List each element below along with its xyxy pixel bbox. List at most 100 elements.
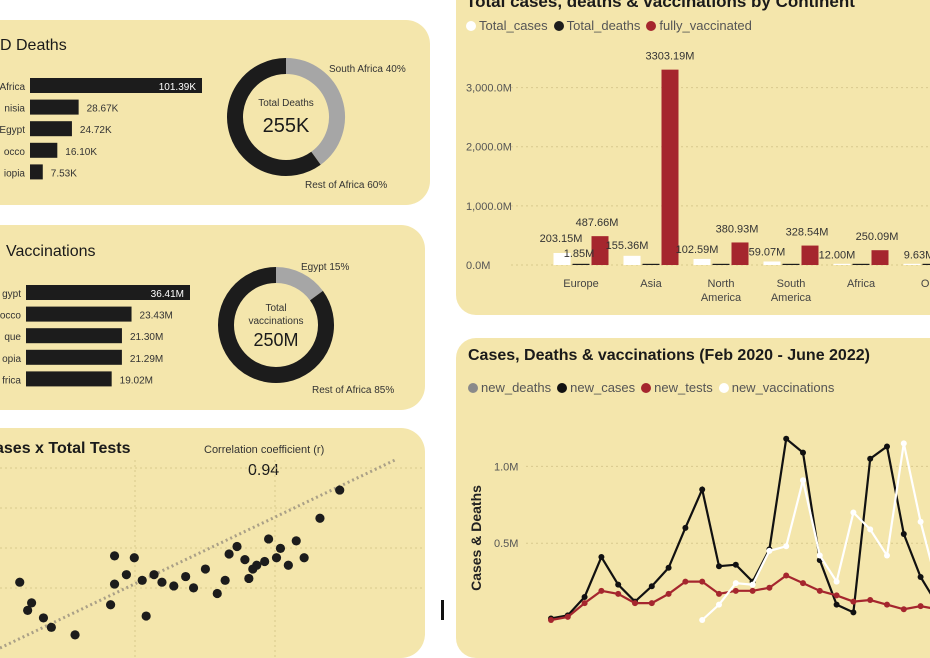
continent-ytick-label: 0.0M	[466, 260, 490, 272]
timeseries-point-new_tests	[699, 579, 705, 585]
scatter-point	[240, 555, 249, 564]
timeseries-point-new_tests	[850, 599, 856, 605]
timeseries-point-new_vaccinations	[817, 553, 823, 559]
timeseries-point-new_tests	[565, 614, 571, 620]
timeseries-point-new_tests	[733, 588, 739, 594]
continent-category-label: South	[777, 278, 806, 290]
timeseries-point-new_cases	[582, 594, 588, 600]
continent-value-label: 59.07M	[749, 247, 786, 259]
scatter-chart	[0, 428, 425, 658]
scatter-point	[181, 572, 190, 581]
continent-category-label: America	[771, 292, 812, 304]
vaccinations-donut-label-large: Rest of Africa 85%	[312, 385, 394, 396]
continent-category-label: Europe	[563, 278, 598, 290]
scatter-point	[244, 574, 253, 583]
deaths-donut-label-large: Rest of Africa 60%	[305, 180, 387, 191]
timeseries-point-new_cases	[615, 582, 621, 588]
continent-value-label: 1.85M	[564, 248, 595, 260]
bottom-divider	[441, 600, 444, 620]
timeseries-point-new_vaccinations	[800, 477, 806, 483]
timeseries-point-new_vaccinations	[884, 553, 890, 559]
scatter-point	[264, 534, 273, 543]
timeseries-point-new_tests	[884, 602, 890, 608]
scatter-point	[169, 581, 178, 590]
timeseries-point-new_vaccinations	[733, 580, 739, 586]
donut-slice-south-africa	[286, 66, 337, 158]
deaths-donut-center-value: 255K	[256, 115, 316, 138]
timeseries-point-new_cases	[649, 583, 655, 589]
continent-ytick-label: 1,000.0M	[466, 201, 512, 213]
vaccinations-donut-chart	[0, 225, 425, 410]
timeseries-point-new_cases	[682, 525, 688, 531]
scatter-point	[15, 578, 24, 587]
timeseries-point-new_tests	[867, 597, 873, 603]
scatter-point	[252, 561, 261, 570]
scatter-point	[292, 536, 301, 545]
continent-bar	[662, 70, 679, 265]
scatter-point	[260, 557, 269, 566]
scatter-point	[213, 589, 222, 598]
timeseries-point-new_vaccinations	[867, 526, 873, 532]
timeseries-point-new_cases	[800, 450, 806, 456]
deaths-donut-center-label: Total Deaths	[256, 98, 316, 109]
deaths-donut-chart	[0, 20, 430, 205]
timeseries-point-new_tests	[918, 603, 924, 609]
scatter-point	[110, 579, 119, 588]
timeseries-point-new_tests	[800, 580, 806, 586]
timeseries-point-new_vaccinations	[918, 519, 924, 525]
timeseries-point-new_tests	[834, 592, 840, 598]
scatter-point	[39, 613, 48, 622]
continent-value-label: 250.09M	[856, 231, 899, 243]
timeseries-point-new_vaccinations	[850, 510, 856, 516]
continent-value-label: 380.93M	[716, 223, 759, 235]
timeseries-point-new_tests	[716, 591, 722, 597]
scatter-point	[232, 542, 241, 551]
continent-bar	[573, 264, 590, 265]
continent-value-label: 155.36M	[606, 240, 649, 252]
continent-category-label: Asia	[640, 278, 662, 290]
vaccinations-donut-center-label-1: Total	[241, 303, 311, 314]
continent-value-label: 102.59M	[676, 244, 719, 256]
scatter-point	[272, 553, 281, 562]
continent-bar	[643, 264, 660, 265]
deaths-donut-label-small: South Africa 40%	[329, 64, 406, 75]
timeseries-point-new_cases	[884, 443, 890, 449]
continent-ytick-label: 2,000.0M	[466, 142, 512, 154]
timeseries-point-new_tests	[649, 600, 655, 606]
continent-value-label: 9.63M	[904, 249, 930, 261]
scatter-point	[149, 570, 158, 579]
continent-value-label: 12.00M	[819, 249, 856, 261]
scatter-point	[315, 514, 324, 523]
scatter-point	[27, 598, 36, 607]
timeseries-point-new_tests	[783, 572, 789, 578]
continent-bar	[764, 262, 781, 265]
timeseries-point-new_tests	[582, 600, 588, 606]
scatter-point	[335, 485, 344, 494]
timeseries-point-new_vaccinations	[834, 579, 840, 585]
continent-bar	[923, 264, 930, 265]
continent-bar	[872, 250, 889, 265]
continent-value-label: 328.54M	[786, 227, 829, 239]
timeseries-point-new_tests	[817, 588, 823, 594]
timeseries-point-new_vaccinations	[699, 617, 705, 623]
timeseries-ytick-label: 1.0M	[494, 461, 518, 473]
continent-value-label: 3303.19M	[646, 51, 695, 63]
continent-bar	[834, 264, 851, 265]
scatter-point	[189, 583, 198, 592]
scatter-point	[130, 553, 139, 562]
timeseries-panel: Cases, Deaths & vaccinations (Feb 2020 -…	[456, 338, 930, 658]
timeseries-point-new_vaccinations	[783, 543, 789, 549]
scatter-point	[122, 570, 131, 579]
continent-category-label: Africa	[847, 278, 876, 290]
scatter-point	[201, 564, 210, 573]
scatter-point	[300, 553, 309, 562]
timeseries-point-new_cases	[666, 565, 672, 571]
timeseries-point-new_cases	[783, 436, 789, 442]
continent-bar	[713, 264, 730, 265]
scatter-point	[110, 551, 119, 560]
continent-bar	[904, 264, 921, 265]
continent-bar	[694, 259, 711, 265]
timeseries-point-new_tests	[632, 600, 638, 606]
